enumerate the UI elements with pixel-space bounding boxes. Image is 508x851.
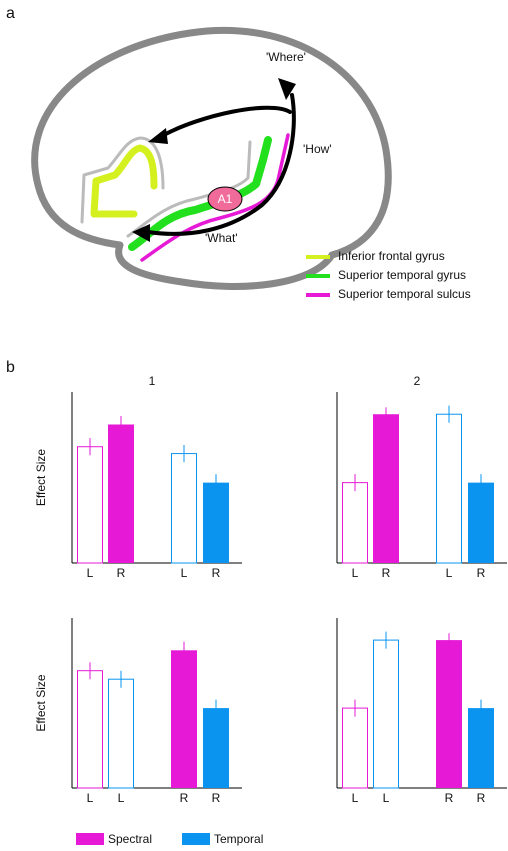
arrow-what — [146, 93, 296, 236]
bar — [203, 708, 229, 788]
x-tick-label: L — [383, 791, 390, 805]
panel-label: a — [6, 5, 15, 22]
annotation: 'How' — [303, 142, 332, 156]
ifg-outline — [80, 136, 165, 224]
bar — [342, 707, 368, 789]
x-tick-label: L — [118, 791, 125, 805]
annotation: 'What' — [205, 231, 238, 245]
x-tick-label: L — [446, 566, 453, 580]
chart-title: 2 — [414, 374, 421, 388]
chart-title: 1 — [149, 374, 156, 388]
bar — [108, 678, 134, 789]
x-tick-label: L — [352, 791, 359, 805]
bar — [436, 640, 462, 788]
bar — [77, 670, 103, 789]
legend-label: Superior temporal sulcus — [338, 287, 471, 301]
a1-label: A1 — [218, 192, 233, 206]
bar — [468, 482, 494, 563]
bar — [203, 482, 229, 563]
y-axis-label: Effect Size — [34, 449, 48, 506]
x-tick-label: R — [477, 791, 486, 805]
brain-outline — [31, 26, 392, 290]
a1-node — [207, 186, 243, 212]
brain-diagram — [31, 26, 392, 290]
legend-label: Temporal — [214, 832, 263, 846]
stg-outline — [126, 140, 252, 238]
bar — [468, 708, 494, 788]
x-tick-label: R — [117, 566, 126, 580]
legend-label: Spectral — [108, 832, 152, 846]
x-tick-label: L — [181, 566, 188, 580]
x-tick-label: R — [212, 566, 221, 580]
bar — [108, 424, 134, 563]
x-tick-label: R — [445, 791, 454, 805]
legend-swatch — [76, 833, 104, 845]
x-tick-label: L — [352, 566, 359, 580]
bar — [342, 482, 368, 564]
panel-label: b — [6, 359, 15, 376]
x-tick-label: R — [477, 566, 486, 580]
bar — [373, 414, 399, 563]
x-tick-label: L — [87, 566, 94, 580]
arrow-how — [160, 105, 292, 138]
arrowhead — [278, 78, 296, 100]
bar — [436, 413, 462, 564]
bar — [171, 650, 197, 788]
legend-label: Inferior frontal gyrus — [338, 249, 445, 263]
legend-label: Superior temporal gyrus — [338, 268, 466, 282]
x-tick-label: R — [382, 566, 391, 580]
annotation: 'Where' — [266, 50, 306, 64]
arrowhead — [148, 128, 168, 144]
bar — [373, 639, 399, 789]
arrowhead — [132, 224, 150, 242]
ifg — [90, 144, 158, 218]
y-axis-label: Effect Size — [34, 674, 48, 731]
x-tick-label: R — [212, 791, 221, 805]
x-tick-label: R — [180, 791, 189, 805]
bar — [171, 453, 197, 564]
x-tick-label: L — [87, 791, 94, 805]
bar — [77, 446, 103, 564]
legend-swatch — [182, 833, 210, 845]
